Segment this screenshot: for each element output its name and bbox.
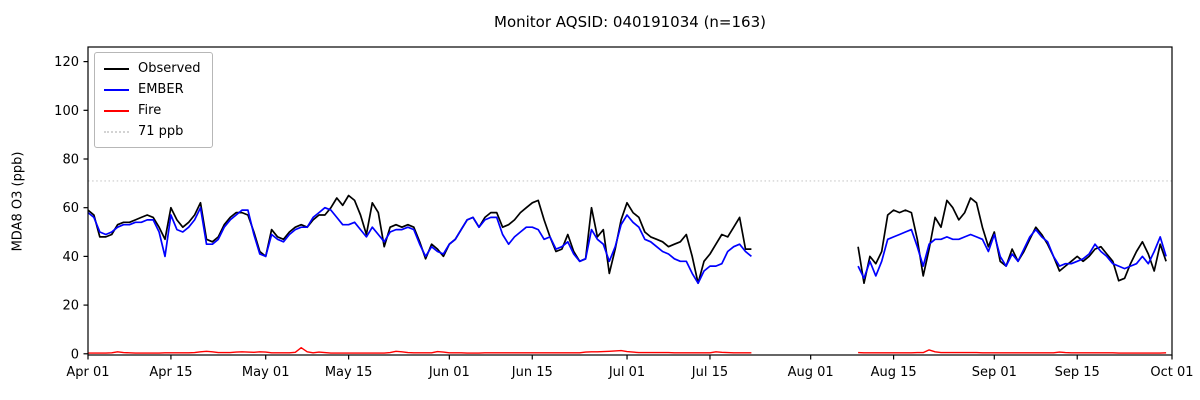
y-axis-tick-label: 20 xyxy=(62,299,79,314)
legend: Observed EMBER Fire 71 ppb xyxy=(94,52,213,148)
x-axis-tick-label: Sep 01 xyxy=(972,365,1017,380)
x-axis-tick-label: Apr 15 xyxy=(149,365,192,380)
x-axis-tick-label: Oct 01 xyxy=(1150,365,1193,380)
legend-item-ember: EMBER xyxy=(104,79,201,100)
series-ember-line xyxy=(87,206,752,285)
x-axis-tick-label: Aug 15 xyxy=(871,365,917,380)
legend-item-71-ppb: 71 ppb xyxy=(104,121,201,142)
x-axis-tick-label: Jul 01 xyxy=(608,365,645,380)
x-axis-tick-label: May 15 xyxy=(325,365,373,380)
series-fire-line xyxy=(858,349,1167,354)
x-axis-tick-label: Jun 01 xyxy=(428,365,470,380)
legend-label: Observed xyxy=(138,61,201,76)
chart-title: Monitor AQSID: 040191034 (n=163) xyxy=(494,13,766,31)
y-axis-tick-label: 120 xyxy=(54,55,79,70)
legend-line-swatch xyxy=(104,88,129,91)
legend-label: Fire xyxy=(138,103,162,118)
series-observed-line xyxy=(87,194,752,285)
series-observed-line xyxy=(857,197,1167,285)
legend-line-swatch xyxy=(104,67,129,70)
legend-item-observed: Observed xyxy=(104,58,201,79)
y-axis-tick-label: 60 xyxy=(62,201,79,216)
y-axis-tick-label: 80 xyxy=(62,153,79,168)
plot-border xyxy=(87,46,1173,356)
legend-label: EMBER xyxy=(138,82,184,97)
series-ember-line xyxy=(857,228,1167,280)
legend-label: 71 ppb xyxy=(138,124,184,139)
y-axis-tick-label: 100 xyxy=(54,104,79,119)
legend-line-swatch xyxy=(104,130,129,133)
legend-line-swatch xyxy=(104,109,129,112)
x-axis-tick-label: Apr 01 xyxy=(66,365,109,380)
x-axis-tick-label: Aug 01 xyxy=(788,365,834,380)
x-axis-tick-label: Jun 15 xyxy=(511,365,553,380)
x-axis-tick-label: Sep 15 xyxy=(1055,365,1100,380)
series-fire-line xyxy=(88,347,752,354)
y-axis-tick-label: 40 xyxy=(62,250,79,265)
x-axis-tick-label: Jul 15 xyxy=(691,365,728,380)
legend-item-fire: Fire xyxy=(104,100,201,121)
y-axis-tick-label: 0 xyxy=(71,347,79,362)
x-axis-tick-label: May 01 xyxy=(242,365,290,380)
